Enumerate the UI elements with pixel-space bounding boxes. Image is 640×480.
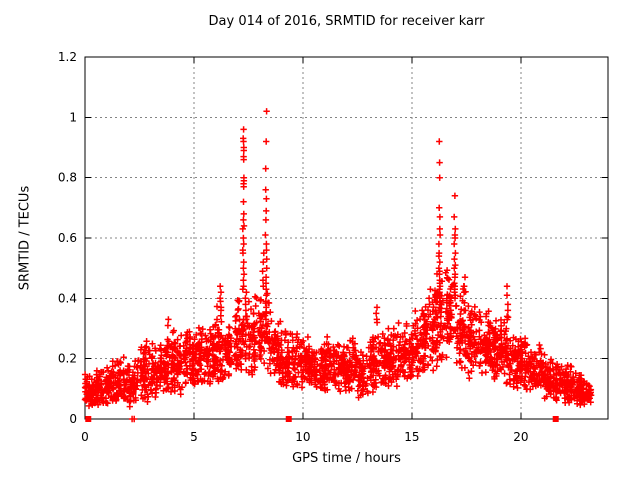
chart-title: Day 014 of 2016, SRMTID for receiver kar… — [208, 14, 485, 29]
svg-text:0.4: 0.4 — [58, 291, 77, 305]
svg-text:1: 1 — [69, 110, 77, 124]
svg-text:0.8: 0.8 — [58, 171, 77, 185]
svg-text:15: 15 — [404, 430, 419, 444]
svg-text:5: 5 — [190, 430, 198, 444]
svg-text:0: 0 — [81, 430, 89, 444]
svg-text:0.6: 0.6 — [58, 231, 77, 245]
svg-text:10: 10 — [295, 430, 310, 444]
svg-text:0.2: 0.2 — [58, 352, 77, 366]
x-axis-label: GPS time / hours — [292, 451, 401, 466]
svg-text:0: 0 — [69, 412, 77, 426]
svg-text:1.2: 1.2 — [58, 50, 77, 64]
svg-text:20: 20 — [513, 430, 528, 444]
